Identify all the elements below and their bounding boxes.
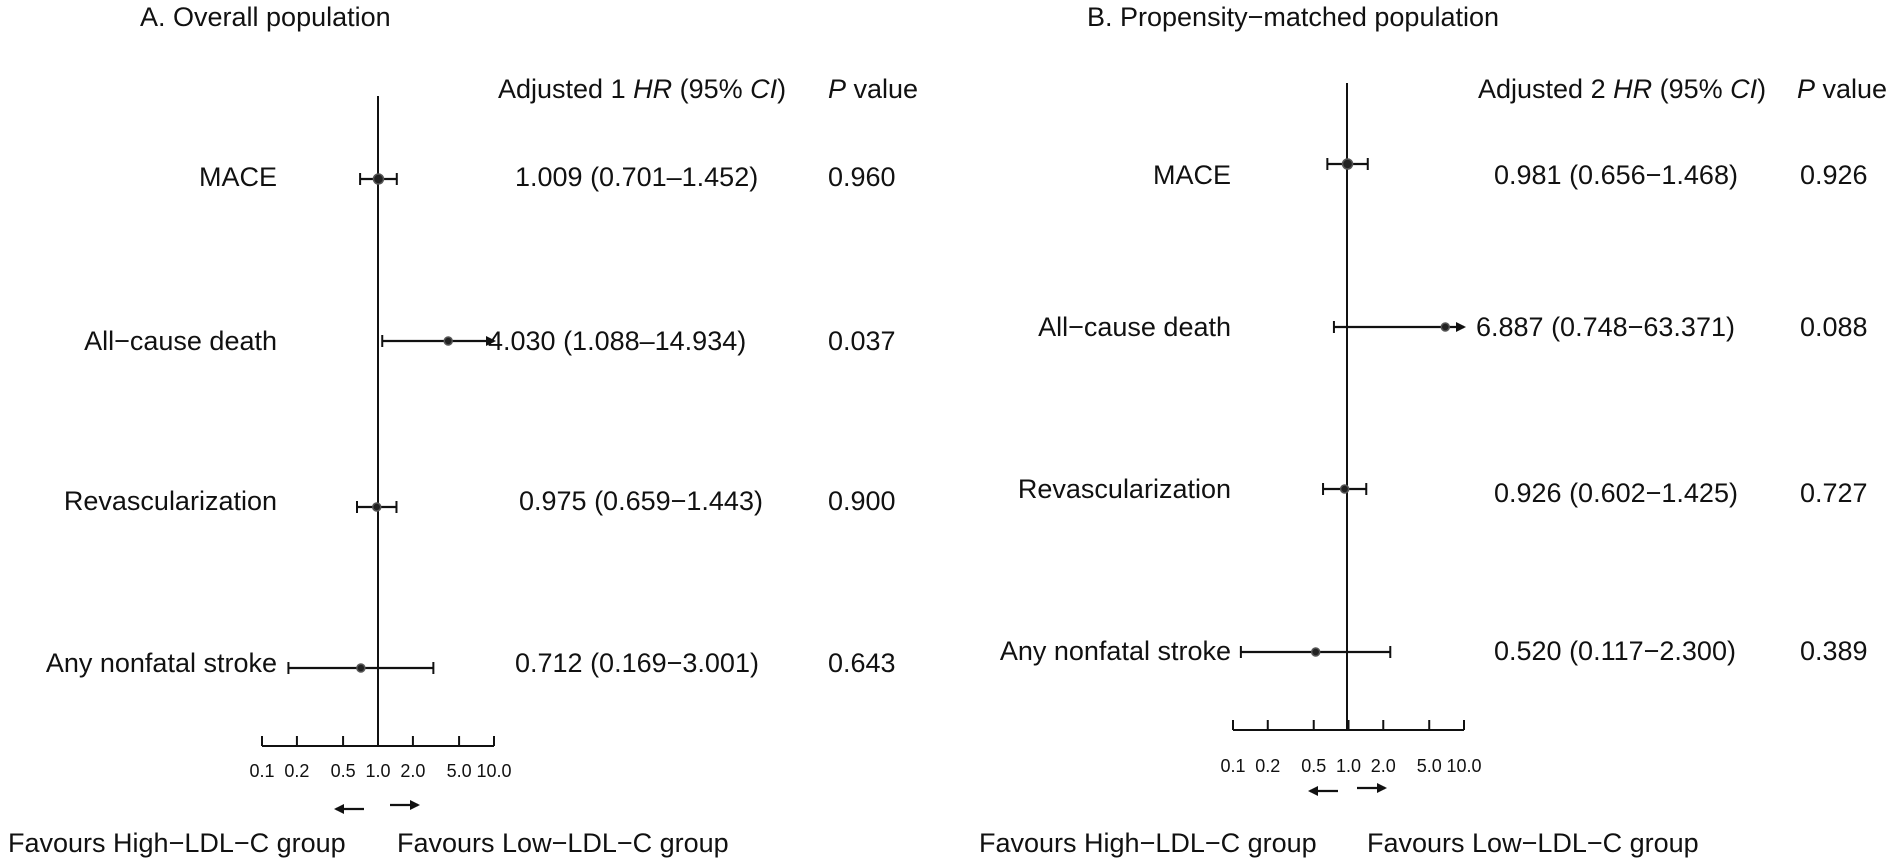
- panel-b: B. Propensity−matched population Adjuste…: [979, 2, 1887, 858]
- panel-a-favours-right: Favours Low−LDL−C group: [397, 828, 729, 858]
- panel-b-row-p-stroke: 0.389: [1800, 636, 1868, 666]
- panel-a: A. Overall population Adjusted 1 HR (95%…: [8, 2, 918, 858]
- panel-a-point-stroke: [356, 663, 366, 673]
- panel-a-row-label-death: All−cause death: [84, 326, 277, 356]
- panel-b-row-label-stroke: Any nonfatal stroke: [1000, 636, 1231, 666]
- panel-a-row-p-death: 0.037: [828, 326, 896, 356]
- panel-b-direction-arrows: [1308, 783, 1387, 796]
- panel-a-point-revasc: [371, 502, 382, 512]
- panel-a-x-ticks: 0.1 0.2 0.5 1.0 2.0 5.0 10.0: [249, 736, 512, 781]
- panel-b-row-label-death: All−cause death: [1038, 312, 1231, 342]
- panel-a-row-hr-death: 4.030 (1.088–14.934): [488, 326, 746, 356]
- panel-b-tick-label-2.0: 2.0: [1371, 756, 1396, 776]
- panel-a-p-header: P value: [828, 74, 918, 104]
- panel-b-tick-label-0.2: 0.2: [1255, 756, 1280, 776]
- panel-b-row-hr-mace: 0.981 (0.656−1.468): [1494, 160, 1738, 190]
- panel-a-row-p-mace: 0.960: [828, 162, 896, 192]
- panel-a-favours-left: Favours High−LDL−C group: [8, 828, 346, 858]
- panel-b-tick-label-5.0: 5.0: [1417, 756, 1442, 776]
- panel-b-row-hr-stroke: 0.520 (0.117−2.300): [1494, 636, 1736, 666]
- panel-a-direction-arrows: [334, 800, 420, 814]
- panel-a-row-p-stroke: 0.643: [828, 648, 896, 678]
- panel-b-row-label-revasc: Revascularization: [1018, 474, 1231, 504]
- panel-b-favours-left: Favours High−LDL−C group: [979, 828, 1317, 858]
- panel-b-p-header: P value: [1797, 74, 1887, 104]
- panel-a-tick-label-0.2: 0.2: [284, 761, 309, 781]
- panel-a-title: A. Overall population: [140, 2, 391, 32]
- panel-a-tick-label-2.0: 2.0: [400, 761, 425, 781]
- panel-b-title: B. Propensity−matched population: [1087, 2, 1499, 32]
- panel-a-tick-label-0.5: 0.5: [331, 761, 356, 781]
- panel-b-tick-label-0.1: 0.1: [1220, 756, 1245, 776]
- panel-a-marks: [287, 173, 496, 674]
- panel-a-estimate-header: Adjusted 1 HR (95% CI): [498, 74, 786, 104]
- panel-b-marks: [1239, 158, 1466, 658]
- panel-b-estimate-header: Adjusted 2 HR (95% CI): [1478, 74, 1766, 104]
- panel-a-row-label-mace: MACE: [199, 162, 277, 192]
- panel-a-row-label-stroke: Any nonfatal stroke: [46, 648, 277, 678]
- panel-a-row-p-revasc: 0.900: [828, 486, 896, 516]
- panel-a-tick-label-0.1: 0.1: [249, 761, 274, 781]
- panel-a-tick-label-5.0: 5.0: [447, 761, 472, 781]
- panel-a-point-mace: [372, 173, 385, 185]
- panel-b-row-p-mace: 0.926: [1800, 160, 1868, 190]
- panel-a-row-hr-mace: 1.009 (0.701–1.452): [515, 162, 758, 192]
- panel-a-row-hr-revasc: 0.975 (0.659−1.443): [519, 486, 763, 516]
- panel-b-tick-label-10.0: 10.0: [1446, 756, 1481, 776]
- panel-b-point-stroke: [1310, 647, 1321, 657]
- panel-b-favours-right: Favours Low−LDL−C group: [1367, 828, 1699, 858]
- panel-b-row-p-death: 0.088: [1800, 312, 1868, 342]
- panel-a-row-hr-stroke: 0.712 (0.169−3.001): [515, 648, 759, 678]
- panel-b-point-death: [1440, 322, 1451, 332]
- panel-b-row-label-mace: MACE: [1153, 160, 1231, 190]
- panel-b-tick-label-0.5: 0.5: [1301, 756, 1326, 776]
- panel-a-tick-label-10.0: 10.0: [476, 761, 511, 781]
- panel-b-row-hr-revasc: 0.926 (0.602−1.425): [1494, 478, 1738, 508]
- panel-b-point-mace: [1341, 158, 1354, 170]
- panel-b-row-p-revasc: 0.727: [1800, 478, 1868, 508]
- panel-a-tick-label-1.0: 1.0: [365, 761, 390, 781]
- panel-a-point-death: [443, 336, 453, 346]
- panel-b-row-hr-death: 6.887 (0.748−63.371): [1476, 312, 1735, 342]
- panel-b-tick-label-1.0: 1.0: [1336, 756, 1361, 776]
- panel-b-point-revasc: [1339, 484, 1350, 494]
- panel-b-x-ticks: 0.1 0.2 0.5 1.0 2.0 5.0 10.0: [1220, 720, 1482, 776]
- panel-a-row-label-revasc: Revascularization: [64, 486, 277, 516]
